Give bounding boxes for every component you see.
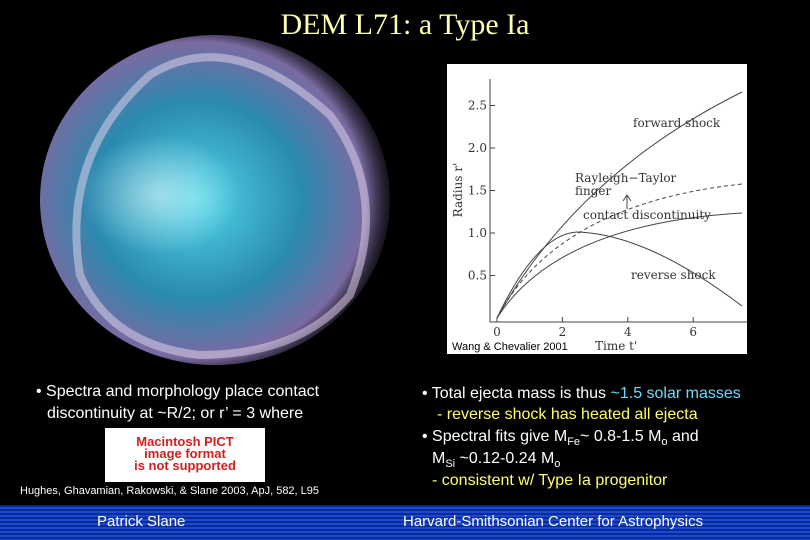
contact-label: contact discontinuity [583, 208, 711, 222]
y-tick-label: 1.0 [468, 226, 487, 240]
y-tick-label: 1.5 [468, 184, 487, 198]
text: • Spectral fits give M [422, 428, 568, 445]
forward-label: forward shock [633, 116, 721, 130]
y-tick-label: 2.5 [468, 99, 487, 113]
rt-label: finger [575, 184, 612, 198]
footer: Patrick Slane Harvard-Smithsonian Center… [0, 505, 810, 540]
x-tick-label: 4 [624, 325, 632, 339]
credit: Wang & Chevalier 2001 [452, 341, 568, 353]
sub-bullet: - reverse shock has heated all ejecta [437, 406, 698, 423]
placeholder-text: is not supported [134, 458, 236, 473]
author: Patrick Slane [97, 513, 186, 530]
citation: Hughes, Ghavamian, Rakowski, & Slane 200… [20, 485, 320, 497]
sub-bullet: - consistent w/ Type Ia progenitor [432, 472, 668, 489]
image-placeholder: Macintosh PICT image format is not suppo… [105, 428, 265, 482]
text: • Total ejecta mass is thus [422, 385, 611, 402]
subscript: Si [445, 458, 456, 471]
text: and [667, 428, 699, 445]
text: ~ 0.8-1.5 M [580, 428, 662, 445]
subscript: Fe [567, 436, 581, 449]
organization: Harvard-Smithsonian Center for Astrophys… [403, 513, 704, 530]
subscript: o [554, 458, 561, 471]
plot: forward shock Rayleigh−Taylor finger con… [447, 64, 747, 354]
nebula-image [40, 35, 390, 365]
bullet: • Total ejecta mass is thus ~1.5 solar m… [422, 385, 741, 403]
subscript: o [661, 436, 668, 449]
highlight: ~1.5 solar masses [610, 385, 741, 402]
x-tick-label: 0 [493, 325, 501, 339]
bullet: • Spectral fits give MFe~ 0.8-1.5 Mo and [422, 428, 699, 448]
y-tick-label: 2.0 [468, 141, 487, 155]
placeholder-text: image format [144, 446, 226, 461]
slide-title: DEM L71: a Type Ia [280, 8, 530, 41]
reverse-label: reverse shock [631, 268, 716, 282]
x-tick-label: 6 [689, 325, 697, 339]
y-axis-label: Radius r' [451, 163, 465, 218]
arrow [622, 194, 632, 209]
bullet-line: MSi ~0.12-0.24 Mo [432, 450, 560, 470]
y-tick-label: 0.5 [468, 269, 487, 283]
rt-label: Rayleigh−Taylor [575, 171, 677, 185]
bullet: discontinuity at ~R/2; or r’ = 3 where [47, 405, 304, 422]
text: ~0.12-0.24 M [455, 450, 555, 467]
text: M [432, 450, 446, 467]
x-axis-label: Time t' [595, 339, 637, 353]
placeholder-text: Macintosh PICT [136, 434, 234, 449]
bullet: • Spectra and morphology place contact [36, 383, 320, 400]
x-tick-label: 2 [559, 325, 567, 339]
